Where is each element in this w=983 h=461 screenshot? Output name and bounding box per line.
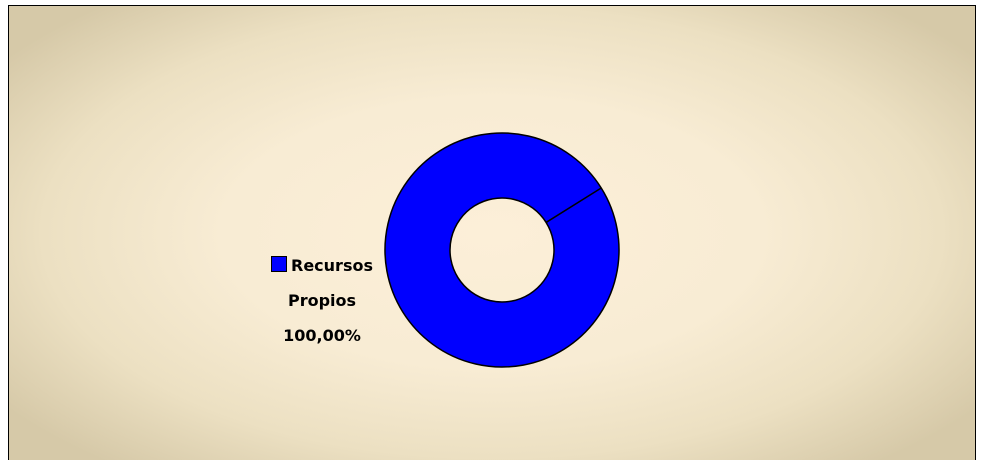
value-label: 100,00%: [283, 326, 361, 345]
legend-swatch: [271, 256, 287, 272]
category-label: Recursos Propios: [287, 256, 373, 310]
donut-slice: [384, 132, 620, 368]
chart-area: [8, 5, 976, 460]
data-label: Recursos Propios 100,00%: [254, 248, 390, 353]
